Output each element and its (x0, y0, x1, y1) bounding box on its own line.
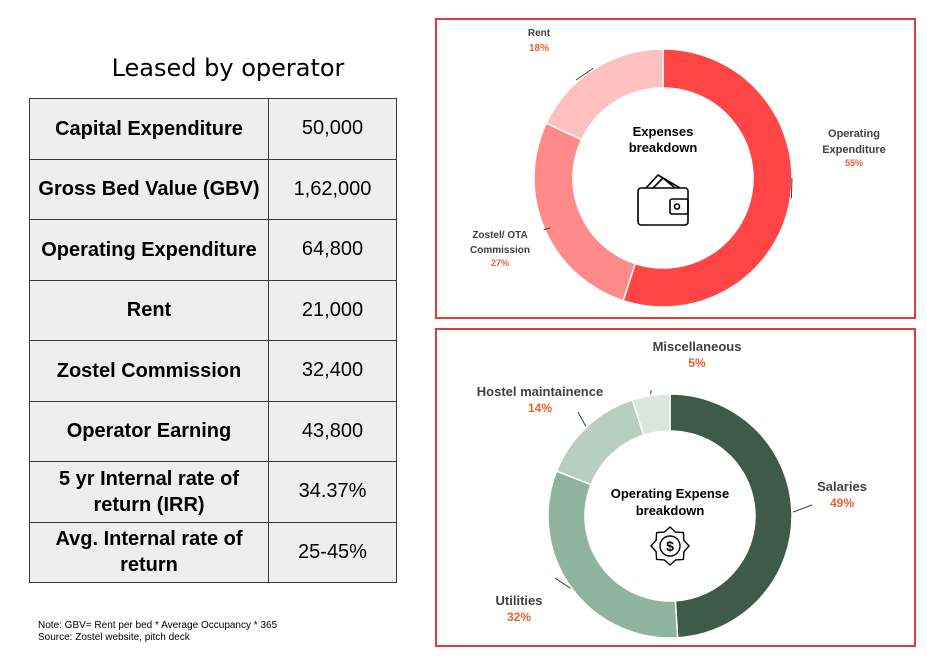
table-title: Leased by operator (111, 54, 345, 82)
metric-value: 1,62,000 (268, 158, 397, 220)
wallet-icon (637, 173, 689, 226)
center-title: Expenses (633, 124, 694, 139)
category-label: Rent (528, 28, 551, 39)
value-label: 18% (529, 43, 549, 54)
slice-operating-expenditure (622, 48, 793, 308)
value-label: 55% (845, 158, 863, 168)
metric-label: Zostel Commission (29, 340, 269, 402)
slice-hostel-maintainence (555, 399, 645, 486)
operating-expense-panel: Salaries 49% Utilities 32% Hostel maintainen… (435, 328, 916, 647)
metrics-table: Capital Expenditure 50,000 Gross Bed Value… (29, 98, 397, 583)
metric-value: 43,800 (268, 400, 397, 462)
metric-label: Operating Expenditure (29, 219, 269, 281)
table-row: Operator Earning 43,800 (29, 400, 397, 462)
metric-label: Avg. Internal rate of return (29, 521, 269, 583)
table-row: Avg. Internal rate of return 25-45% (29, 521, 397, 583)
center-title: breakdown (636, 503, 705, 518)
operating-expense-donut-chart: Salaries 49% Utilities 32% Hostel maintainen… (477, 339, 867, 639)
metric-value: 64,800 (268, 219, 397, 281)
metric-label: Operator Earning (29, 400, 269, 462)
value-label: 5% (688, 356, 706, 370)
leader-line (554, 577, 571, 589)
center-title: breakdown (629, 140, 698, 155)
category-label: Commission (470, 245, 530, 256)
metric-label: 5 yr Internal rate of return (IRR) (29, 461, 269, 523)
note-source: Source: Zostel website, pitch deck (38, 632, 190, 643)
metric-label: Gross Bed Value (GBV) (29, 158, 269, 220)
slice-salaries (669, 393, 793, 639)
slice-rent (545, 48, 664, 141)
metric-value: 32,400 (268, 340, 397, 402)
center-title: Operating Expense (611, 486, 729, 501)
metric-label: Capital Expenditure (29, 98, 269, 160)
table-row: Zostel Commission 32,400 (29, 340, 397, 402)
slice-zostel-ota-commission (533, 122, 637, 302)
category-label: Utilities (496, 593, 543, 608)
table-row: Capital Expenditure 50,000 (29, 98, 397, 160)
leader-line (575, 67, 594, 81)
gear-dollar-icon: $ (650, 526, 690, 566)
metric-value: 25-45% (268, 521, 397, 583)
svg-text:$: $ (666, 538, 674, 554)
leader-line (543, 227, 551, 231)
footnotes: Note: GBV= Rent per bed * Average Occupa… (38, 620, 277, 644)
metric-value: 21,000 (268, 279, 397, 341)
metric-value: 50,000 (268, 98, 397, 160)
category-label: Expenditure (822, 144, 886, 156)
value-label: 14% (528, 401, 552, 415)
note-gbv: Note: GBV= Rent per bed * Average Occupa… (38, 620, 278, 631)
slice-miscellaneous (631, 393, 671, 437)
value-label: 32% (507, 610, 531, 624)
category-label: Salaries (817, 479, 867, 494)
expenses-donut-chart: Operating Expenditure 55% Zostel/ OTA Commis… (470, 28, 886, 308)
table-row: 5 yr Internal rate of return (IRR) 34.37% (29, 461, 397, 523)
metric-label: Rent (29, 279, 269, 341)
category-label: Operating (828, 128, 880, 140)
leader-line (790, 177, 793, 199)
leader-line (792, 504, 813, 513)
category-label: Zostel/ OTA (472, 230, 527, 241)
table-row: Rent 21,000 (29, 279, 397, 341)
table-row: Gross Bed Value (GBV) 1,62,000 (29, 158, 397, 220)
value-label: 49% (830, 496, 854, 510)
value-label: 27% (491, 258, 509, 268)
leader-line (577, 411, 587, 427)
expenses-breakdown-panel: Operating Expenditure 55% Zostel/ OTA Commis… (435, 18, 916, 319)
metric-value: 34.37% (268, 461, 397, 523)
category-label: Hostel maintainence (477, 384, 603, 399)
category-label: Miscellaneous (653, 339, 742, 354)
table-row: Operating Expenditure 64,800 (29, 219, 397, 281)
